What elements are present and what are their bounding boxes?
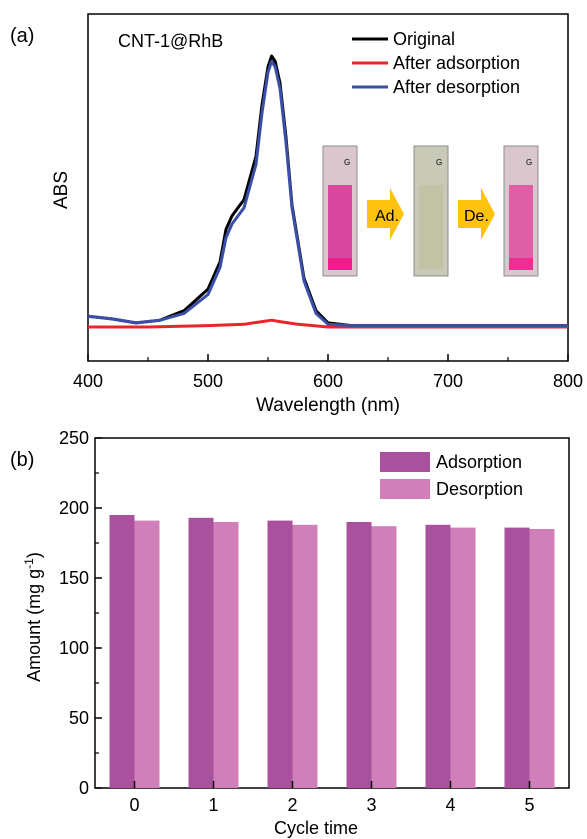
bar — [267, 520, 293, 788]
vial-after-desorption: G — [503, 145, 539, 277]
x-tick-label: 1 — [208, 795, 218, 815]
x-tick-label: 0 — [129, 795, 139, 815]
x-tick-label: 3 — [366, 795, 376, 815]
x-tick-label: 400 — [73, 371, 103, 391]
vial-mark-label: G — [436, 158, 442, 167]
y-tick-label: 200 — [59, 498, 89, 518]
x-tick-label: 4 — [445, 795, 455, 815]
y-tick-label: 50 — [69, 708, 89, 728]
panel-b-bars — [109, 515, 555, 788]
bar — [450, 527, 476, 788]
bar — [371, 526, 397, 788]
arrow-desorption-label: De. — [464, 208, 489, 225]
bar — [109, 515, 135, 788]
x-tick-label: 800 — [553, 371, 583, 391]
panel-b-bar-chart: (b) Amount (mg g-1) 0 50 100 150 200 250 0 1 2 3 4… — [10, 428, 570, 838]
y-tick-label: 100 — [59, 638, 89, 658]
panel-a-legend: Original After adsorption After desorption — [352, 29, 520, 97]
panel-b-x-axis-label: Cycle time — [274, 818, 358, 838]
vial-after-adsorption: G — [413, 145, 449, 277]
series-line — [87, 59, 568, 328]
legend-swatch — [380, 452, 430, 472]
bar — [134, 520, 160, 788]
panel-b-y-axis-label: Amount (mg g-1) — [22, 552, 44, 682]
y-tick-label: 250 — [59, 428, 89, 448]
vial-mark-label: G — [526, 158, 532, 167]
y-tick-label: 150 — [59, 568, 89, 588]
legend-label: Desorption — [436, 479, 523, 499]
vial-mark-label: G — [344, 158, 350, 167]
legend-swatch — [380, 479, 430, 499]
panel-b-legend: Adsorption Desorption — [380, 452, 523, 499]
bar — [425, 524, 451, 788]
arrow-adsorption: Ad. — [367, 188, 404, 240]
legend-label: After adsorption — [393, 53, 520, 73]
x-tick-label: 2 — [287, 795, 297, 815]
panel-a-x-axis-label: Wavelength (nm) — [256, 395, 400, 416]
legend-label: After desorption — [393, 77, 520, 97]
bar — [504, 527, 530, 788]
bar — [213, 522, 239, 788]
panel-a-line-chart: (a) ABS 400 500 600 700 800 CNT-1@RhB Origin… — [10, 13, 583, 416]
panel-a-x-ticks: 400 500 600 700 800 — [73, 354, 583, 391]
y-tick-label: 0 — [79, 778, 89, 798]
panel-b-ticks: 0 50 100 150 200 250 0 1 2 3 4 5 — [59, 428, 535, 815]
x-tick-label: 700 — [433, 371, 463, 391]
x-tick-label: 600 — [313, 371, 343, 391]
arrow-desorption: De. — [458, 188, 495, 240]
panel-b-label: (b) — [10, 449, 34, 471]
panel-a-inset-label: CNT-1@RhB — [118, 31, 223, 51]
panel-a-label: (a) — [10, 25, 34, 47]
vial-original: G — [322, 145, 358, 277]
bar — [188, 517, 214, 788]
legend-label: Adsorption — [436, 452, 522, 472]
panel-a-y-axis-label: ABS — [51, 171, 72, 209]
vial-photo-inset: G Ad. G De. G — [322, 145, 539, 277]
arrow-adsorption-label: Ad. — [375, 208, 399, 225]
x-tick-label: 5 — [524, 795, 534, 815]
legend-label: Original — [393, 29, 455, 49]
x-tick-label: 500 — [193, 371, 223, 391]
panel-a-series-lines — [87, 54, 568, 329]
bar — [292, 524, 318, 788]
bar — [346, 522, 372, 788]
bar — [529, 529, 555, 788]
